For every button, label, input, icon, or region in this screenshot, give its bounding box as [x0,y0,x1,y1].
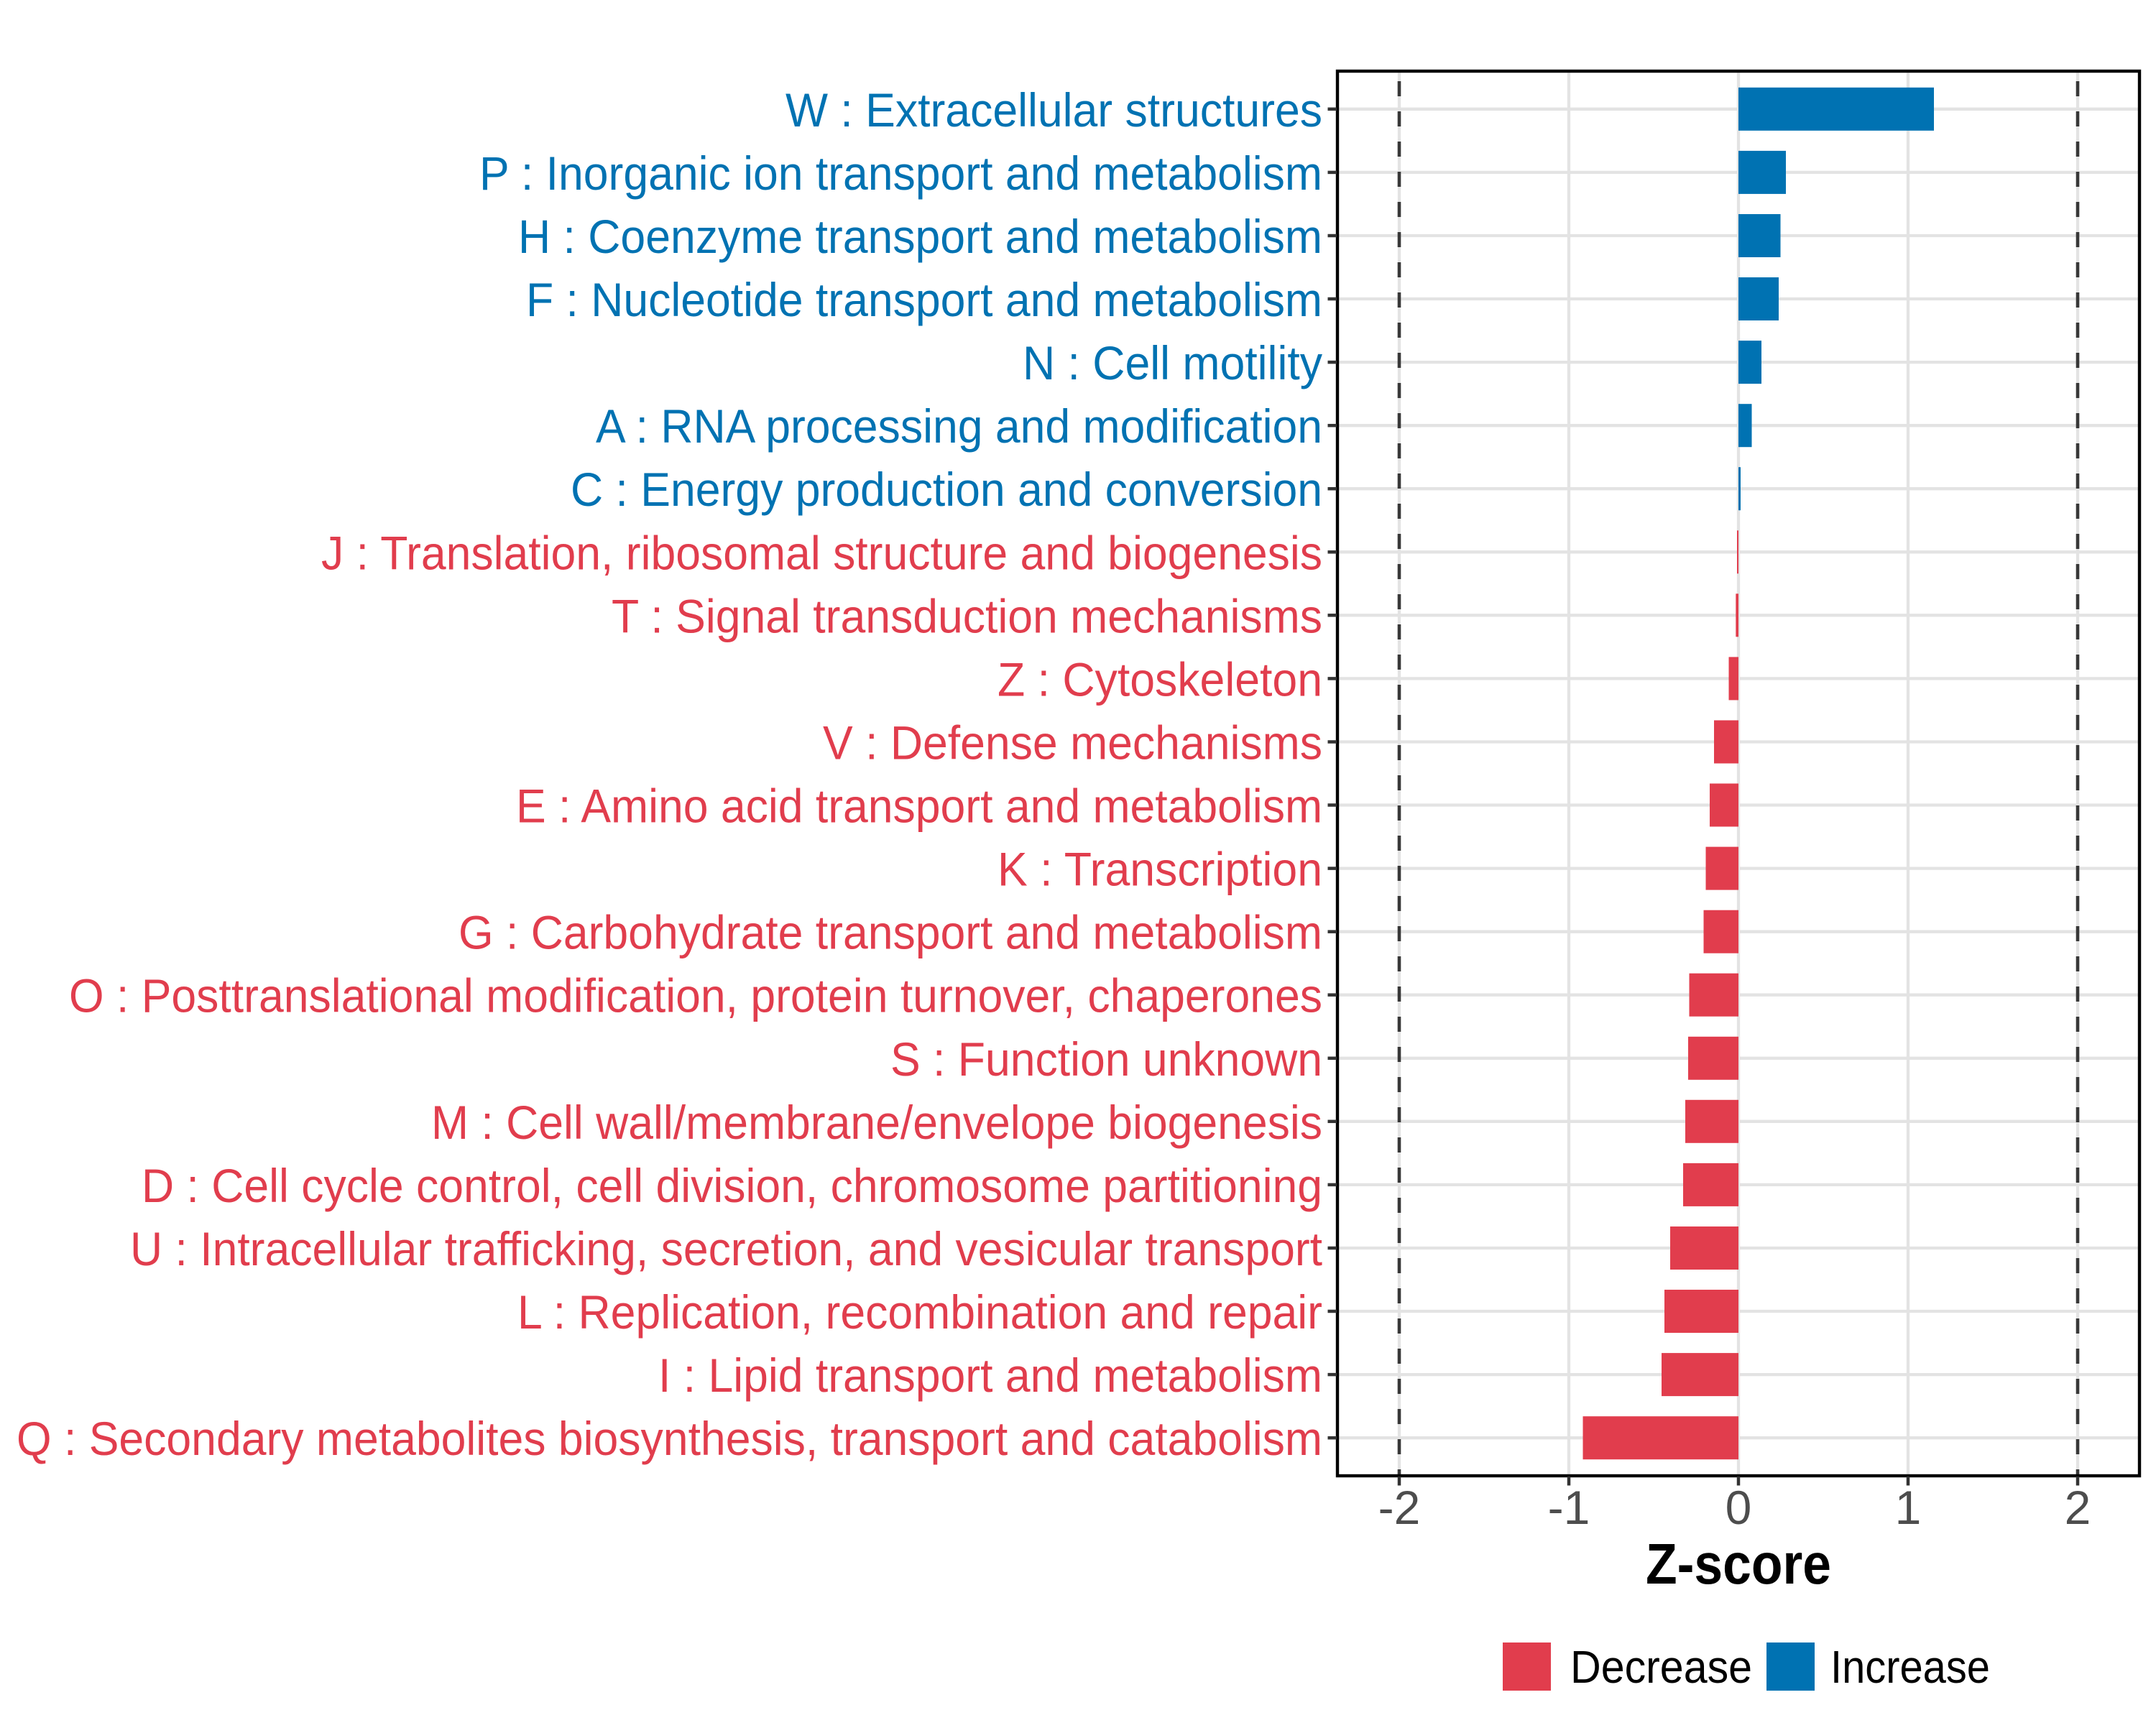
svg-text:-1: -1 [1548,1481,1590,1534]
svg-text:P : Inorganic ion transport an: P : Inorganic ion transport and metaboli… [479,147,1322,200]
svg-text:I : Lipid transport and metabo: I : Lipid transport and metabolism [658,1349,1322,1402]
svg-text:Z : Cytoskeleton: Z : Cytoskeleton [998,652,1322,706]
svg-text:S : Function unknown: S : Function unknown [890,1032,1322,1086]
svg-text:A : RNA processing and modific: A : RNA processing and modification [596,399,1322,453]
svg-text:W : Extracellular structures: W : Extracellular structures [786,83,1322,137]
svg-text:C : Energy production and conv: C : Energy production and conversion [571,463,1322,516]
svg-text:E : Amino acid transport and m: E : Amino acid transport and metabolism [516,780,1322,833]
svg-text:K : Transcription: K : Transcription [998,843,1322,896]
svg-text:M : Cell wall/membrane/envelop: M : Cell wall/membrane/envelope biogenes… [431,1096,1322,1149]
svg-text:-2: -2 [1378,1481,1421,1534]
svg-text:O : Posttranslational modifica: O : Posttranslational modification, prot… [69,969,1322,1022]
svg-text:Z-score: Z-score [1646,1532,1831,1596]
svg-text:D : Cell cycle control, cell d: D : Cell cycle control, cell division, c… [142,1159,1322,1212]
svg-text:H : Coenzyme transport and met: H : Coenzyme transport and metabolism [518,210,1322,263]
svg-text:1: 1 [1895,1481,1922,1534]
svg-text:G : Carbohydrate transport and: G : Carbohydrate transport and metabolis… [459,906,1322,959]
svg-text:T : Signal transduction mechan: T : Signal transduction mechanisms [612,589,1322,642]
svg-text:Increase: Increase [1830,1641,1990,1693]
svg-text:F : Nucleotide transport and m: F : Nucleotide transport and metabolism [526,273,1322,326]
svg-text:J : Translation, ribosomal str: J : Translation, ribosomal structure and… [321,526,1322,579]
svg-text:Q : Secondary metabolites bios: Q : Secondary metabolites biosynthesis, … [17,1412,1322,1465]
svg-text:2: 2 [2065,1481,2091,1534]
svg-text:U : Intracellular trafficking,: U : Intracellular trafficking, secretion… [130,1222,1322,1275]
svg-text:L : Replication, recombination: L : Replication, recombination and repai… [517,1285,1322,1339]
svg-text:0: 0 [1726,1481,1752,1534]
svg-text:Decrease: Decrease [1570,1641,1752,1693]
svg-text:N : Cell motility: N : Cell motility [1023,336,1322,389]
svg-text:V : Defense mechanisms: V : Defense mechanisms [823,716,1322,770]
